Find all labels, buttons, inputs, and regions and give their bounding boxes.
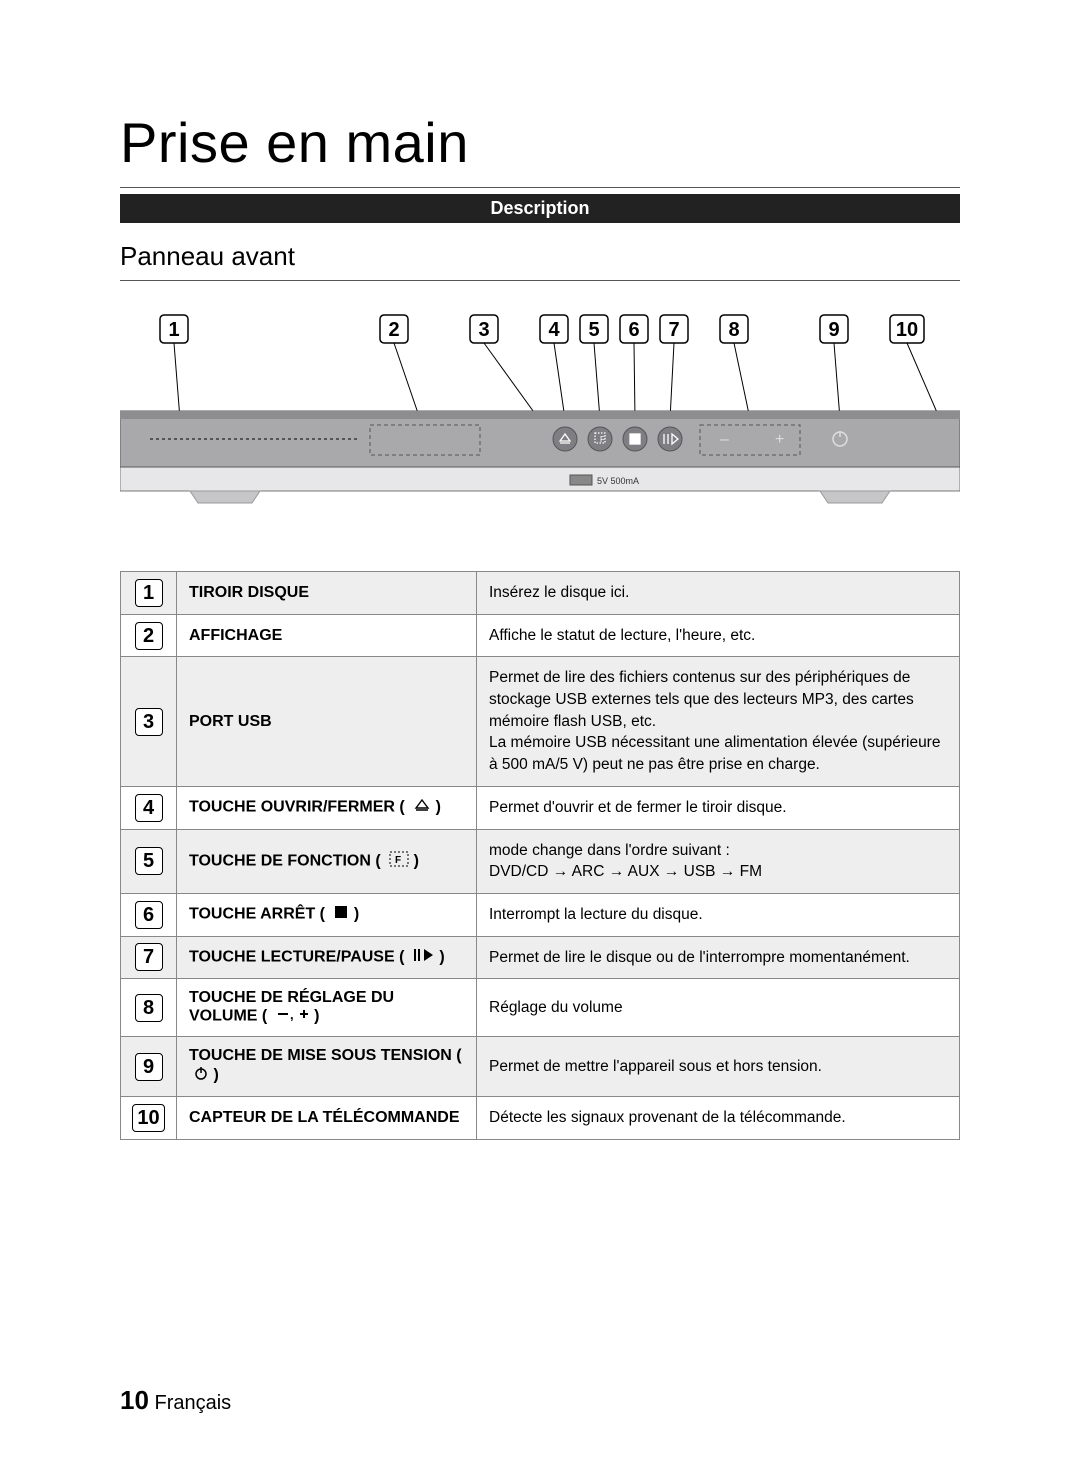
svg-text:,: ,: [290, 1007, 294, 1021]
playpause-icon: [413, 949, 435, 966]
row-desc: Permet de mettre l'appareil sous et hors…: [477, 1037, 960, 1097]
svg-text:2: 2: [388, 319, 399, 341]
row-number: 2: [135, 622, 163, 650]
row-desc: Affiche le statut de lecture, l'heure, e…: [477, 614, 960, 657]
sub-underline: [120, 280, 960, 281]
row-desc: Permet d'ouvrir et de fermer le tiroir d…: [477, 786, 960, 829]
table-row: 8 TOUCHE DE RÉGLAGE DU VOLUME ( , )Réglag…: [121, 979, 960, 1037]
volume-icon: ,: [276, 1008, 310, 1025]
title-underline: [120, 187, 960, 188]
svg-text:6: 6: [628, 319, 639, 341]
table-row: 2 AFFICHAGEAffiche le statut de lecture, …: [121, 614, 960, 657]
row-desc: Réglage du volume: [477, 979, 960, 1037]
table-row: 6 TOUCHE ARRÊT ( )Interrompt la lecture d…: [121, 893, 960, 936]
svg-text:10: 10: [896, 319, 918, 341]
row-number: 5: [135, 847, 163, 875]
row-name: TOUCHE LECTURE/PAUSE ( ): [177, 936, 477, 979]
row-number: 8: [135, 994, 163, 1022]
front-panel-diagram: 1 2 3 4 5 6 7 8 9 10 5V 500mA F – +: [120, 311, 960, 511]
row-name: TOUCHE DE FONCTION ( F ): [177, 829, 477, 893]
table-row: 10 CAPTEUR DE LA TÉLÉCOMMANDEDétecte les …: [121, 1097, 960, 1140]
page-language: Français: [154, 1392, 231, 1414]
row-name: TOUCHE DE RÉGLAGE DU VOLUME ( , ): [177, 979, 477, 1037]
subheading: Panneau avant: [120, 241, 960, 272]
row-desc: Permet de lire des fichiers contenus sur…: [477, 657, 960, 786]
stop-icon: [333, 906, 349, 923]
page-title: Prise en main: [120, 110, 960, 175]
table-row: 1 TIROIR DISQUEInsérez le disque ici.: [121, 572, 960, 615]
row-desc: mode change dans l'ordre suivant :DVD/CD…: [477, 829, 960, 893]
table-row: 7 TOUCHE LECTURE/PAUSE ( )Permet de lire …: [121, 936, 960, 979]
svg-text:7: 7: [668, 319, 679, 341]
table-row: 3 PORT USBPermet de lire des fichiers con…: [121, 657, 960, 786]
row-name: TOUCHE OUVRIR/FERMER ( ): [177, 786, 477, 829]
eject-icon: [413, 799, 431, 816]
section-bar: Description: [120, 194, 960, 223]
row-number: 9: [135, 1053, 163, 1081]
row-name: CAPTEUR DE LA TÉLÉCOMMANDE: [177, 1097, 477, 1140]
svg-text:3: 3: [478, 319, 489, 341]
row-name: TOUCHE DE MISE SOUS TENSION ( ): [177, 1037, 477, 1097]
row-number: 10: [132, 1104, 164, 1132]
usb-label: 5V 500mA: [597, 476, 639, 486]
svg-text:1: 1: [168, 319, 179, 341]
row-desc: Interrompt la lecture du disque.: [477, 893, 960, 936]
svg-text:–: –: [720, 431, 729, 448]
row-name: AFFICHAGE: [177, 614, 477, 657]
svg-text:+: +: [775, 431, 784, 448]
svg-text:9: 9: [828, 319, 839, 341]
function-icon: F: [389, 854, 409, 871]
parts-table: 1 TIROIR DISQUEInsérez le disque ici. 2 AFF…: [120, 571, 960, 1140]
row-number: 6: [135, 901, 163, 929]
row-number: 3: [135, 708, 163, 736]
svg-text:8: 8: [728, 319, 739, 341]
row-name: TOUCHE ARRÊT ( ): [177, 893, 477, 936]
table-row: 4 TOUCHE OUVRIR/FERMER ( )Permet d'ouvrir…: [121, 786, 960, 829]
row-desc: Insérez le disque ici.: [477, 572, 960, 615]
page-footer: 10 Français: [120, 1385, 231, 1416]
row-number: 7: [135, 943, 163, 971]
row-name: TIROIR DISQUE: [177, 572, 477, 615]
page-number: 10: [120, 1385, 149, 1415]
svg-text:F: F: [395, 855, 401, 866]
table-row: 5 TOUCHE DE FONCTION ( F )mode change dan…: [121, 829, 960, 893]
row-desc: Détecte les signaux provenant de la télé…: [477, 1097, 960, 1140]
power-icon: [193, 1068, 209, 1085]
svg-text:4: 4: [548, 319, 560, 341]
row-number: 1: [135, 579, 163, 607]
row-number: 4: [135, 794, 163, 822]
svg-text:5: 5: [588, 319, 599, 341]
table-row: 9 TOUCHE DE MISE SOUS TENSION ( )Permet d…: [121, 1037, 960, 1097]
svg-text:F: F: [600, 435, 605, 444]
row-name: PORT USB: [177, 657, 477, 786]
row-desc: Permet de lire le disque ou de l'interro…: [477, 936, 960, 979]
